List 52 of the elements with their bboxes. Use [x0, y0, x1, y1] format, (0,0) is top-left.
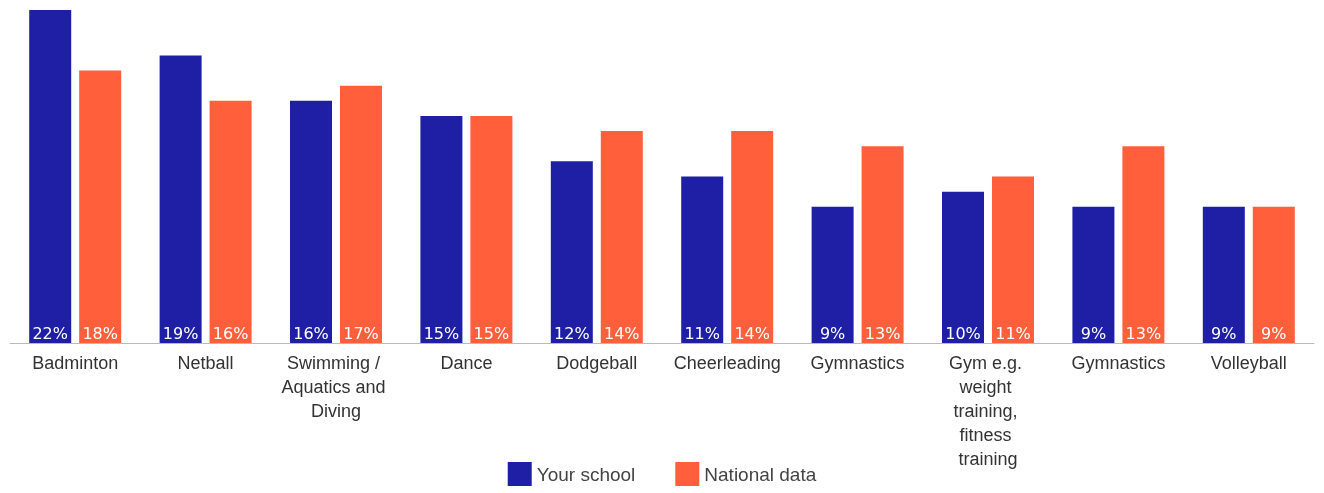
data-label: 9% [1211, 323, 1237, 343]
bar [861, 146, 904, 343]
data-label: 11% [995, 323, 1031, 343]
data-label: 22% [32, 323, 68, 343]
x-tick-label: Dodgeball [556, 353, 638, 373]
data-label: 14% [604, 323, 640, 343]
bar [29, 10, 72, 343]
x-tick-label: Badminton [32, 353, 119, 373]
data-label: 9% [819, 323, 846, 343]
bar [1072, 206, 1115, 343]
bar [991, 176, 1034, 343]
bar [600, 131, 643, 343]
data-label: 16% [212, 323, 249, 343]
x-tick-label: Gymnastics [810, 353, 905, 373]
x-tick-label: Volleyball [1210, 353, 1287, 373]
data-label: 13% [864, 323, 901, 343]
data-label: 16% [293, 323, 329, 343]
x-tick-label: Netball [177, 353, 234, 373]
x-tick-label: Gym e.g. weight training, fitness training [948, 353, 1028, 469]
bar [550, 161, 593, 343]
data-label: 15% [473, 323, 510, 343]
data-label: 19% [162, 323, 199, 343]
bar [470, 115, 513, 343]
data-label: 15% [423, 323, 460, 343]
data-label: 12% [554, 323, 590, 343]
data-label: 14% [734, 323, 770, 343]
bar [811, 206, 854, 343]
data-label: 10% [945, 323, 981, 343]
bar [681, 176, 724, 343]
x-tick-label: Gymnastics [1071, 353, 1166, 373]
bar [1252, 206, 1295, 343]
data-label: 18% [82, 323, 118, 343]
bar [731, 131, 774, 343]
data-label: 11% [684, 323, 720, 343]
bar [290, 100, 333, 343]
data-label: 9% [1261, 323, 1287, 343]
data-label: 17% [343, 323, 379, 343]
bar [942, 191, 985, 343]
bar [420, 115, 463, 343]
bar [79, 70, 122, 343]
data-label: 13% [1125, 323, 1162, 343]
bar [1202, 206, 1245, 343]
bar [339, 85, 382, 343]
bar [159, 55, 202, 343]
legend-label: Your school [536, 463, 636, 485]
x-tick-label: Swimming / Aquatics and Diving [281, 353, 391, 421]
x-tick-label: Cheerleading [673, 353, 781, 373]
bar [209, 100, 252, 343]
x-tick-label: Dance [440, 353, 493, 373]
legend-label: National data [704, 463, 817, 485]
data-label: 9% [1080, 323, 1107, 343]
bar [1122, 146, 1165, 343]
